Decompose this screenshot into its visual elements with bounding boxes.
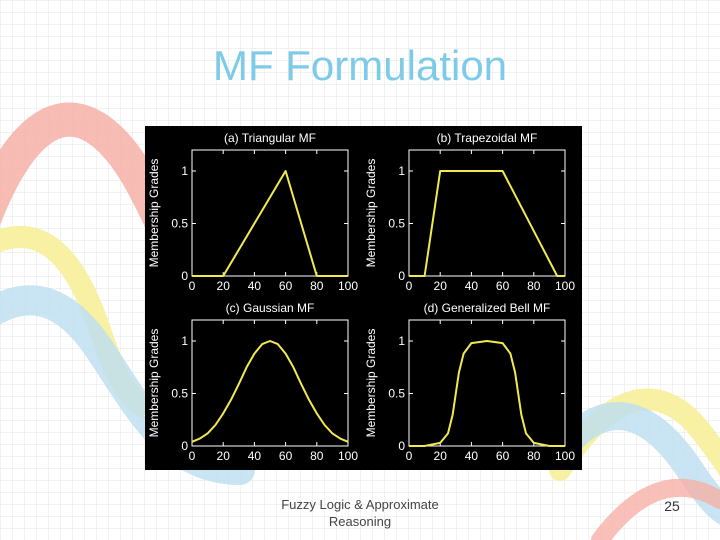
y-tick-label: 0 [398,269,405,283]
y-axis-label: Membership Grades [364,329,378,438]
slide-title: MF Formulation [212,42,508,89]
mf-figure-svg: (a) Triangular MF Membership Grades 0 20 40 6… [147,131,575,463]
x-tick-label: 100 [338,449,358,463]
x-tick-label: 40 [465,449,479,463]
x-tick-label: 100 [555,279,575,293]
y-tick-label: 0.5 [171,217,188,231]
x-tick-label: 80 [310,449,324,463]
y-tick-label: 0 [181,269,188,283]
x-tick-label: 0 [406,449,413,463]
ribbon-right-red [591,478,720,540]
subplot-2: (b) Trapezoidal MF Membership Grades 0 20 40… [364,131,575,293]
x-tick-label: 20 [434,449,448,463]
x-tick-label: 0 [189,279,196,293]
x-tick-label: 60 [496,449,510,463]
subplot-title: (c) Gaussian MF [226,301,315,315]
y-tick-label: 0 [181,439,188,453]
mf-curve [192,170,348,277]
subplot-title: (d) Generalized Bell MF [424,301,551,315]
y-tick-label: 1 [181,164,188,178]
x-tick-label: 40 [248,449,262,463]
x-tick-label: 60 [279,279,293,293]
x-tick-label: 20 [217,449,231,463]
x-tick-label: 40 [465,279,479,293]
y-axis-label: Membership Grades [147,329,161,438]
axes-box [191,319,349,447]
x-tick-label: 80 [310,279,324,293]
x-tick-label: 100 [338,279,358,293]
x-tick-label: 20 [434,279,448,293]
slide-footer: Fuzzy Logic & Approximate Reasoning [250,496,470,530]
y-axis-label: Membership Grades [147,159,161,268]
y-tick-label: 1 [398,164,405,178]
x-tick-label: 100 [555,449,575,463]
y-axis-label: Membership Grades [364,159,378,268]
y-tick-label: 0.5 [171,387,188,401]
x-tick-label: 40 [248,279,262,293]
x-tick-label: 60 [279,449,293,463]
axes-box [408,149,566,277]
y-tick-label: 1 [398,334,405,348]
axes-box [191,149,349,277]
x-tick-label: 80 [527,449,541,463]
x-tick-label: 20 [217,279,231,293]
subplot-1: (a) Triangular MF Membership Grades 0 20 40 6… [147,131,358,293]
subplot-title: (b) Trapezoidal MF [437,131,538,145]
x-tick-label: 0 [406,279,413,293]
subplot-title: (a) Triangular MF [224,131,316,145]
mf-curve [191,340,349,443]
y-tick-label: 0.5 [388,217,405,231]
y-tick-label: 0.5 [388,387,405,401]
mf-curve [409,340,565,447]
y-tick-label: 1 [181,334,188,348]
footer-line-2: Reasoning [328,514,392,529]
x-tick-label: 0 [189,449,196,463]
subplot-3: (c) Gaussian MF Membership Grades 0 20 40 60 8… [147,301,358,463]
axes-box [408,319,566,447]
page-number: 25 [664,498,680,514]
mf-figure: (a) Triangular MF Membership Grades 0 20 40 6… [145,126,582,470]
ribbon-right-blue [556,402,720,525]
x-tick-label: 60 [496,279,510,293]
footer-line-1: Fuzzy Logic & Approximate [281,497,439,512]
x-tick-label: 80 [527,279,541,293]
subplot-4: (d) Generalized Bell MF Membership Grades… [364,301,575,463]
mf-curve [409,170,565,277]
y-tick-label: 0 [398,439,405,453]
